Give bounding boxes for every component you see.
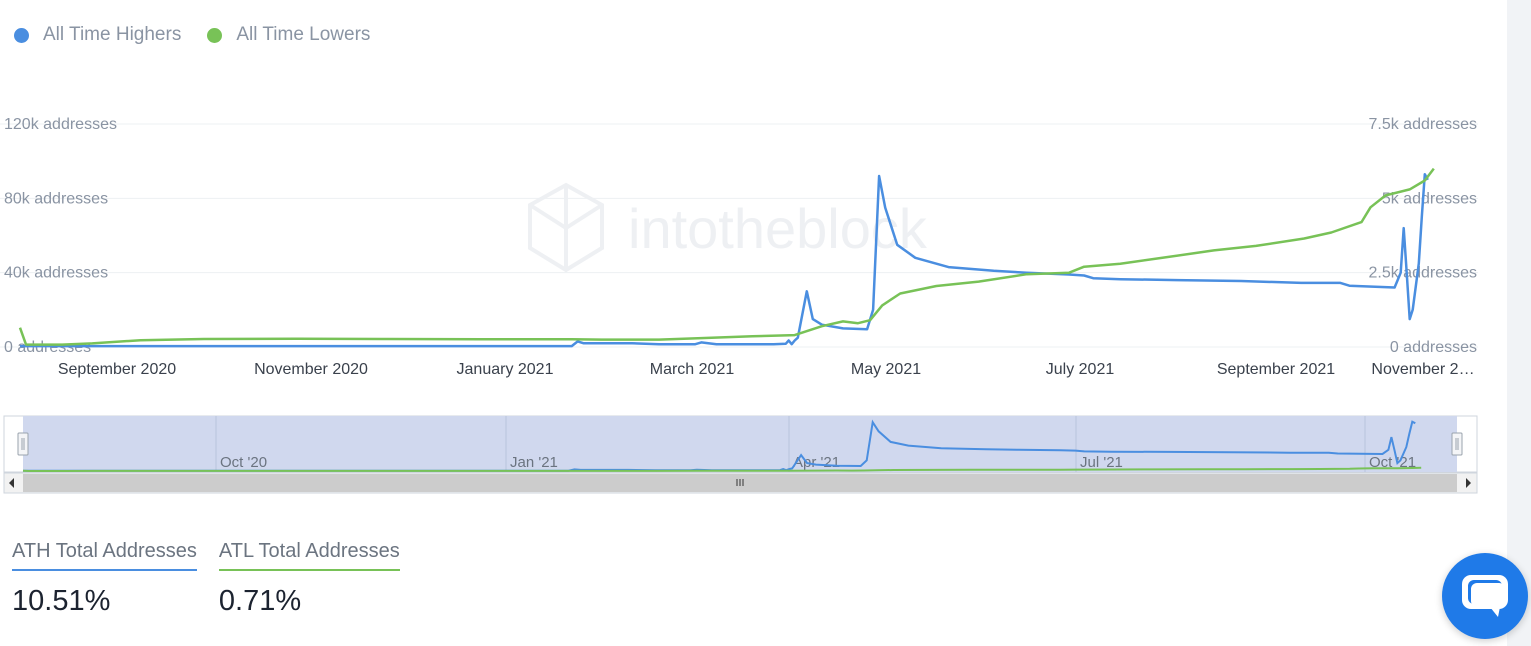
series-group — [18, 167, 1435, 348]
chart-svg: intotheblock 0 addresses 40k addresses 80k… — [0, 116, 1478, 494]
navigator-series — [22, 419, 1422, 472]
navigator-tick-label: Apr '21 — [793, 454, 840, 471]
stat-atl[interactable]: ATL Total Addresses 0.71% — [218, 540, 400, 618]
navigator-tick-label: Oct '20 — [220, 454, 267, 471]
x-tick-label: November 2020 — [254, 361, 368, 378]
y-right-tick-label: 0 addresses — [1390, 339, 1477, 356]
x-tick-label: September 2021 — [1217, 361, 1335, 378]
y-right-tick-label: 5k addresses — [1382, 190, 1477, 207]
page-scrollbar-track — [1507, 0, 1531, 646]
chat-button[interactable] — [1442, 553, 1528, 639]
stats-row: ATH Total Addresses 10.51% ATL Total Add… — [12, 540, 400, 618]
watermark: intotheblock — [528, 182, 928, 273]
y-left-tick-label: 40k addresses — [4, 265, 108, 282]
watermark-text: intotheblock — [628, 197, 928, 260]
scroll-left-arrow-icon[interactable] — [9, 478, 14, 488]
stat-ath[interactable]: ATH Total Addresses 10.51% — [12, 540, 197, 618]
y-right-tick-label: 7.5k addresses — [1368, 116, 1477, 133]
x-tick-label: May 2021 — [851, 361, 921, 378]
scrollbar-grip-icon — [736, 479, 744, 486]
stat-atl-label: ATL Total Addresses — [218, 540, 400, 571]
x-tick-label: July 2021 — [1046, 361, 1115, 378]
navigator-line-all-time-lowers — [22, 466, 1422, 472]
series-line-all-time-lowers — [18, 167, 1435, 346]
legend-label-atl: All Time Lowers — [236, 24, 371, 45]
legend: All Time Highers All Time Lowers — [14, 24, 370, 46]
y-left-tick-label: 120k addresses — [4, 116, 117, 133]
range-navigator[interactable]: Oct '20 Jan '21 Apr '21 Jul '21 Oct '21 — [3, 415, 1478, 494]
scroll-right-arrow-icon[interactable] — [1466, 478, 1471, 488]
x-tick-label: September 2020 — [58, 361, 176, 378]
legend-item-ath[interactable]: All Time Highers — [14, 24, 181, 46]
navigator-handle-left[interactable] — [17, 432, 29, 456]
x-tick-label: January 2021 — [457, 361, 554, 378]
y-left-tick-label: 80k addresses — [4, 190, 108, 207]
y-right-tick-label: 2.5k addresses — [1368, 265, 1477, 282]
chat-bubble-icon — [1462, 575, 1508, 617]
navigator-tick-label: Jan '21 — [510, 454, 558, 471]
series-line-all-time-highers — [20, 172, 1429, 348]
navigator-selection[interactable] — [23, 416, 1457, 472]
legend-item-atl[interactable]: All Time Lowers — [207, 24, 370, 46]
stat-ath-label: ATH Total Addresses — [12, 540, 197, 571]
y-axis-left: 0 addresses 40k addresses 80k addresses 120… — [4, 116, 117, 356]
stat-ath-value: 10.51% — [12, 585, 111, 617]
legend-label-ath: All Time Highers — [43, 24, 182, 45]
navigator-handle-right[interactable] — [1451, 432, 1463, 456]
y-left-tick-label: 0 addresses — [4, 339, 91, 356]
navigator-tick-label: Oct '21 — [1369, 454, 1416, 471]
x-axis: September 2020 November 2020 January 2021 M… — [58, 361, 1475, 378]
navigator-grid: Oct '20 Jan '21 Apr '21 Jul '21 Oct '21 — [215, 416, 1416, 472]
watermark-logo-icon — [528, 182, 604, 273]
legend-dot-atl — [207, 27, 223, 43]
x-tick-label: November 2… — [1371, 361, 1474, 378]
navigator-tick-label: Jul '21 — [1080, 454, 1123, 471]
legend-dot-ath — [14, 27, 29, 43]
y-axis-right: 0 addresses 2.5k addresses 5k addresses 7.5… — [1368, 116, 1477, 356]
stat-atl-value: 0.71% — [218, 585, 302, 617]
x-tick-label: March 2021 — [650, 361, 735, 378]
